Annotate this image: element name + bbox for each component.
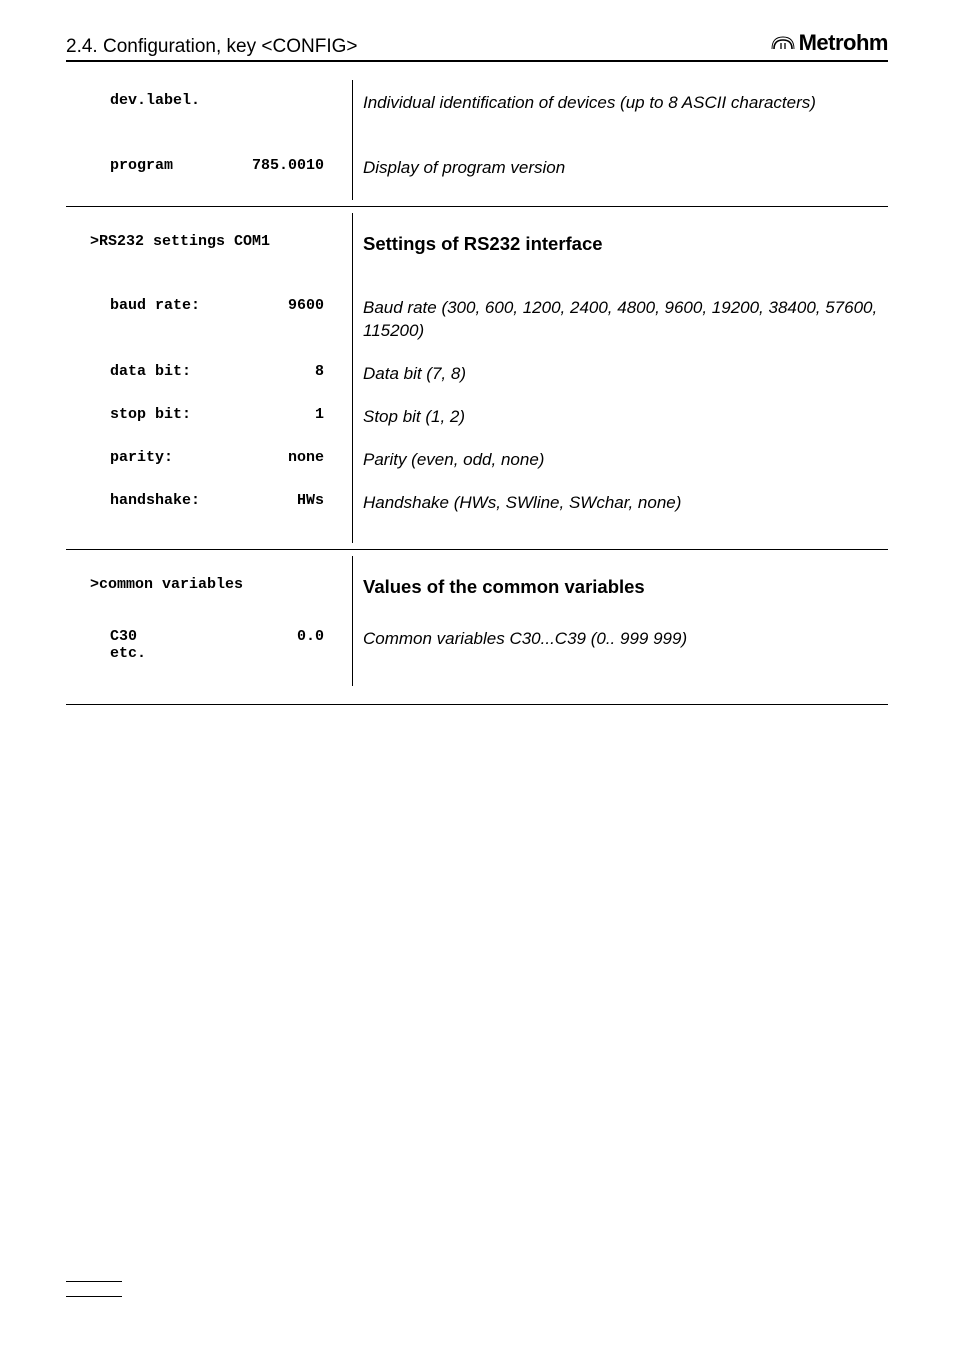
row-rs232-heading: >RS232 settings COM1 Settings of RS232 i… — [66, 213, 888, 275]
common-heading-desc: Values of the common variables — [352, 556, 888, 618]
parity-label: parity: — [110, 449, 173, 466]
c30-value: 0.0 — [297, 628, 352, 645]
c30-label: C30 — [110, 628, 146, 645]
divider — [66, 549, 888, 550]
row-common-heading: >common variables Values of the common v… — [66, 556, 888, 618]
parity-desc: Parity (even, odd, none) — [352, 439, 888, 482]
config-table: dev.label. Individual identification of … — [66, 80, 888, 705]
baud-desc: Baud rate (300, 600, 1200, 2400, 4800, 9… — [352, 275, 888, 353]
footer-line — [66, 1296, 122, 1297]
data-bit-desc: Data bit (7, 8) — [352, 353, 888, 396]
program-value: 785.0010 — [252, 157, 352, 174]
handshake-label: handshake: — [110, 492, 200, 509]
divider — [66, 206, 888, 207]
rs232-heading-label: >RS232 settings COM1 — [90, 233, 270, 250]
program-label: program — [110, 157, 173, 174]
baud-value: 9600 — [288, 297, 352, 314]
brand-block: Metrohm — [771, 30, 888, 56]
footer-line — [66, 1281, 122, 1282]
page-header: 2.4. Configuration, key <CONFIG> Metrohm — [66, 30, 888, 62]
dev-label-label: dev.label. — [110, 92, 200, 109]
handshake-desc: Handshake (HWs, SWline, SWchar, none) — [352, 482, 888, 543]
parity-value: none — [288, 449, 352, 466]
row-program: program 785.0010 Display of program vers… — [66, 141, 888, 200]
metrohm-logo-icon — [771, 34, 795, 52]
row-dev-label: dev.label. Individual identification of … — [66, 80, 888, 141]
row-c30: C30 etc. 0.0 Common variables C30...C39 … — [66, 618, 888, 698]
row-baud-rate: baud rate: 9600 Baud rate (300, 600, 120… — [66, 275, 888, 353]
stop-bit-label: stop bit: — [110, 406, 191, 423]
rs232-heading-desc: Settings of RS232 interface — [352, 213, 888, 275]
dev-label-desc: Individual identification of devices (up… — [352, 80, 888, 141]
common-heading-label: >common variables — [90, 576, 243, 593]
row-data-bit: data bit: 8 Data bit (7, 8) — [66, 353, 888, 396]
baud-label: baud rate: — [110, 297, 200, 314]
handshake-value: HWs — [297, 492, 352, 509]
footer-marks — [66, 1281, 122, 1311]
divider — [66, 704, 888, 705]
row-handshake: handshake: HWs Handshake (HWs, SWline, S… — [66, 482, 888, 543]
stop-bit-value: 1 — [315, 406, 352, 423]
row-parity: parity: none Parity (even, odd, none) — [66, 439, 888, 482]
data-bit-value: 8 — [315, 363, 352, 380]
program-desc: Display of program version — [352, 141, 888, 200]
data-bit-label: data bit: — [110, 363, 191, 380]
c30-label-etc: etc. — [110, 645, 146, 662]
stop-bit-desc: Stop bit (1, 2) — [352, 396, 888, 439]
c30-desc: Common variables C30...C39 (0.. 999 999) — [352, 618, 888, 687]
brand-name: Metrohm — [799, 30, 888, 56]
row-stop-bit: stop bit: 1 Stop bit (1, 2) — [66, 396, 888, 439]
header-section-title: 2.4. Configuration, key <CONFIG> — [66, 36, 357, 58]
